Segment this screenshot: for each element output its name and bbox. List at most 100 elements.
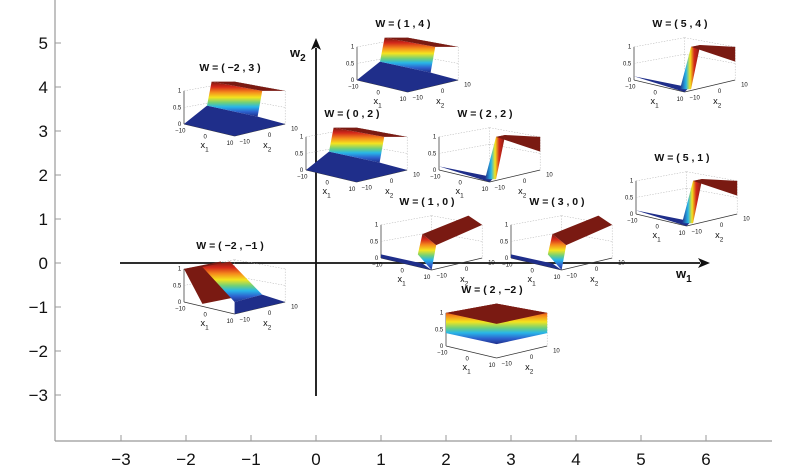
x1-axis-label: x1 [398, 274, 407, 288]
x1-tick-label: 0 [203, 313, 207, 319]
subplot-title: W = ( 2 , 2 ) [457, 108, 512, 120]
y-tick-label: 3 [39, 122, 48, 141]
x1-tick-label: 0 [376, 91, 380, 97]
x-tick-label: 6 [701, 450, 710, 469]
x2-tick-label: −10 [362, 185, 373, 191]
subplot-title: W = ( 5 , 4 ) [652, 18, 707, 30]
x-tick-label: −2 [176, 450, 195, 469]
x2-tick-label: 0 [720, 223, 724, 229]
x1-tick-label: 0 [458, 181, 462, 187]
x1-tick-label: 10 [227, 319, 234, 325]
x1-axis-label: x1 [201, 318, 210, 332]
x2-tick-label: 0 [530, 355, 534, 361]
sigmoid-surface [634, 45, 736, 92]
subplot-title: W = ( −2 , 3 ) [199, 62, 260, 74]
sigmoid-surface [184, 81, 286, 136]
x2-tick-label: 0 [390, 179, 394, 185]
z-tick-label: 0 [440, 344, 444, 350]
z-tick-label: 0.5 [500, 239, 509, 245]
subplot-title: W = ( 3 , 0 ) [529, 196, 584, 208]
x2-tick-label: 0 [595, 267, 599, 273]
x1-tick-label: −10 [297, 174, 308, 180]
x2-axis-label: x2 [590, 274, 599, 288]
x1-tick-label: −10 [625, 84, 636, 90]
x1-axis-label: x1 [323, 186, 332, 200]
x-tick-label: 3 [506, 450, 515, 469]
x1-axis-label: x1 [374, 96, 383, 110]
z-tick-label: 0.5 [625, 195, 634, 201]
x1-tick-label: 10 [482, 187, 489, 193]
subplot-title: W = ( 0 , 2 ) [324, 108, 379, 120]
subplot-title: W = ( 1 , 4 ) [375, 18, 430, 30]
x2-axis-label: x2 [436, 96, 445, 110]
y-tick-label: −2 [29, 342, 48, 361]
x2-axis-label: x2 [525, 362, 534, 376]
x2-tick-label: −10 [567, 273, 578, 279]
x1-tick-label: 10 [424, 275, 431, 281]
x1-tick-label: 10 [349, 187, 356, 193]
x1-tick-label: −10 [175, 306, 186, 312]
x1-tick-label: 0 [400, 269, 404, 275]
z-tick-label: 0 [630, 212, 634, 218]
sigmoid-surface [636, 179, 738, 226]
x2-tick-label: 10 [488, 260, 495, 266]
z-tick-label: 0.5 [295, 151, 304, 157]
x1-tick-label: 0 [653, 91, 657, 97]
x1-axis-label: x1 [651, 96, 660, 110]
y-tick-label: 4 [39, 78, 48, 97]
x2-tick-label: 0 [523, 179, 527, 185]
z-tick-label: 1 [178, 267, 182, 273]
sigmoid-surface [184, 261, 286, 314]
x2-tick-label: 0 [268, 133, 272, 139]
x1-tick-label: 0 [325, 181, 329, 187]
z-tick-label: 0 [178, 300, 182, 306]
x2-tick-label: 0 [718, 89, 722, 95]
y-tick-label: −1 [29, 298, 48, 317]
x2-tick-label: −10 [240, 139, 251, 145]
z-tick-label: 1 [505, 223, 509, 229]
x1-axis-label: x1 [528, 274, 537, 288]
z-tick-label: 0.5 [346, 61, 355, 67]
x2-tick-label: 10 [741, 82, 748, 88]
z-tick-label: 0 [505, 256, 509, 262]
z-tick-label: 1 [440, 311, 444, 317]
x2-axis-label: x2 [263, 140, 272, 154]
x1-tick-label: −10 [175, 128, 186, 134]
x2-tick-label: 10 [618, 260, 625, 266]
subplot-title: W = ( 5 , 1 ) [654, 152, 709, 164]
z-tick-label: 0.5 [623, 61, 632, 67]
w2-axis: w2 [289, 38, 321, 396]
y-tick-label: 2 [39, 166, 48, 185]
x-tick-label: 0 [311, 450, 320, 469]
x1-tick-label: 10 [679, 231, 686, 237]
z-tick-label: 0.5 [428, 151, 437, 157]
plot-frame [54, 0, 772, 442]
x2-tick-label: −10 [690, 95, 701, 101]
z-tick-label: 0 [628, 78, 632, 84]
subplot-title: W = ( −2 , −1 ) [196, 240, 263, 252]
x1-tick-label: −10 [430, 174, 441, 180]
z-tick-label: 0 [433, 168, 437, 174]
x1-tick-label: 0 [530, 269, 534, 275]
x2-tick-label: 10 [546, 172, 553, 178]
x2-axis-label: x2 [713, 96, 722, 110]
x-tick-label: 2 [441, 450, 450, 469]
z-tick-label: 1 [628, 45, 632, 51]
w2-axis-label: w2 [289, 45, 306, 64]
x1-tick-label: −10 [627, 218, 638, 224]
x1-tick-label: 0 [203, 135, 207, 141]
sigmoid-surface [306, 127, 408, 182]
z-tick-label: 1 [630, 179, 634, 185]
x-tick-label: 4 [571, 450, 580, 469]
w1-axis-label: w1 [675, 266, 692, 285]
x1-tick-label: −10 [348, 84, 359, 90]
x2-tick-label: −10 [413, 95, 424, 101]
